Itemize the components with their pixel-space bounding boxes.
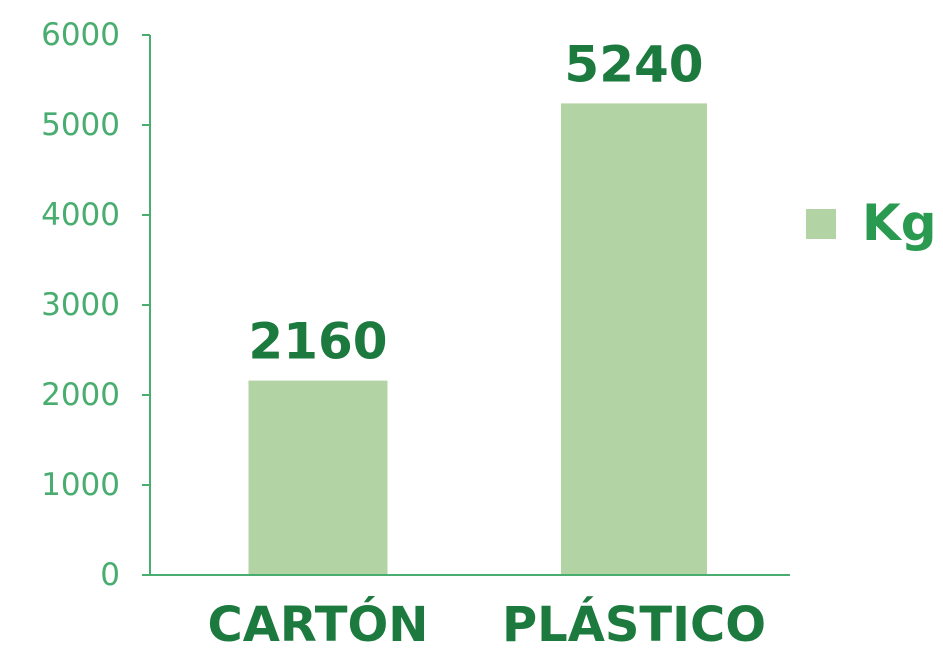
legend-label-kg: Kg [862,194,937,252]
y-tick-label: 2000 [41,377,120,413]
y-tick-label: 1000 [41,467,120,503]
category-label: PLÁSTICO [502,596,766,648]
bar-cartón [248,380,388,575]
legend: Kg [806,194,937,252]
data-labels: 2160 5240 [248,35,703,370]
bars [248,103,707,576]
data-label: 2160 [248,313,387,371]
bar-plástico [561,103,707,576]
y-tick-label: 5000 [41,107,120,143]
y-axis-tick-labels: 0 1000 2000 3000 4000 5000 6000 [41,17,120,593]
legend-swatch-kg [806,209,836,239]
y-axis-ticks [142,34,150,576]
category-label: CARTÓN [208,596,429,648]
y-tick-label: 3000 [41,287,120,323]
x-axis-category-labels: CARTÓN PLÁSTICO [208,596,767,648]
y-tick-label: 0 [100,557,120,593]
data-label: 5240 [564,35,703,93]
y-tick-label: 4000 [41,197,120,233]
y-tick-label: 6000 [41,17,120,53]
